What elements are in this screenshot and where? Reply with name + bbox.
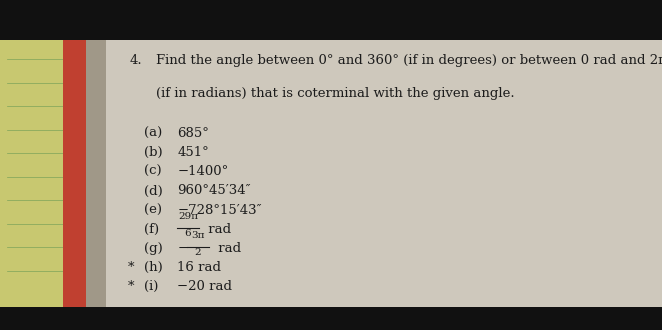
FancyBboxPatch shape [0,0,662,40]
Text: 2: 2 [195,248,201,257]
Text: (f): (f) [144,223,160,236]
Text: (c): (c) [144,165,162,178]
Text: 3π: 3π [191,231,205,240]
Text: (if in radians) that is coterminal with the given angle.: (if in radians) that is coterminal with … [156,87,514,100]
FancyBboxPatch shape [0,307,662,330]
Text: −728°15′43″: −728°15′43″ [177,204,262,216]
Text: *: * [128,261,134,274]
FancyBboxPatch shape [0,40,106,307]
Text: −: − [177,242,189,255]
FancyBboxPatch shape [63,40,93,307]
Text: 685°: 685° [177,127,209,140]
Text: (a): (a) [144,127,163,140]
Text: (d): (d) [144,184,163,197]
Text: rad: rad [214,242,241,255]
Text: 4.: 4. [129,54,142,67]
Text: 29π: 29π [178,212,198,221]
Text: 6: 6 [185,229,191,238]
FancyBboxPatch shape [86,40,662,307]
Text: (i): (i) [144,280,159,293]
Text: *: * [128,280,134,293]
Text: 960°45′34″: 960°45′34″ [177,184,251,197]
Text: (b): (b) [144,146,163,159]
FancyBboxPatch shape [86,40,106,307]
Text: Find the angle between 0° and 360° (if in degrees) or between 0 rad and 2π rad: Find the angle between 0° and 360° (if i… [156,54,662,67]
Text: 16 rad: 16 rad [177,261,221,274]
Text: (e): (e) [144,204,162,216]
Text: (h): (h) [144,261,163,274]
Text: rad: rad [204,223,231,236]
Text: (g): (g) [144,242,163,255]
Text: 451°: 451° [177,146,209,159]
Text: −1400°: −1400° [177,165,228,178]
Text: −20 rad: −20 rad [177,280,232,293]
